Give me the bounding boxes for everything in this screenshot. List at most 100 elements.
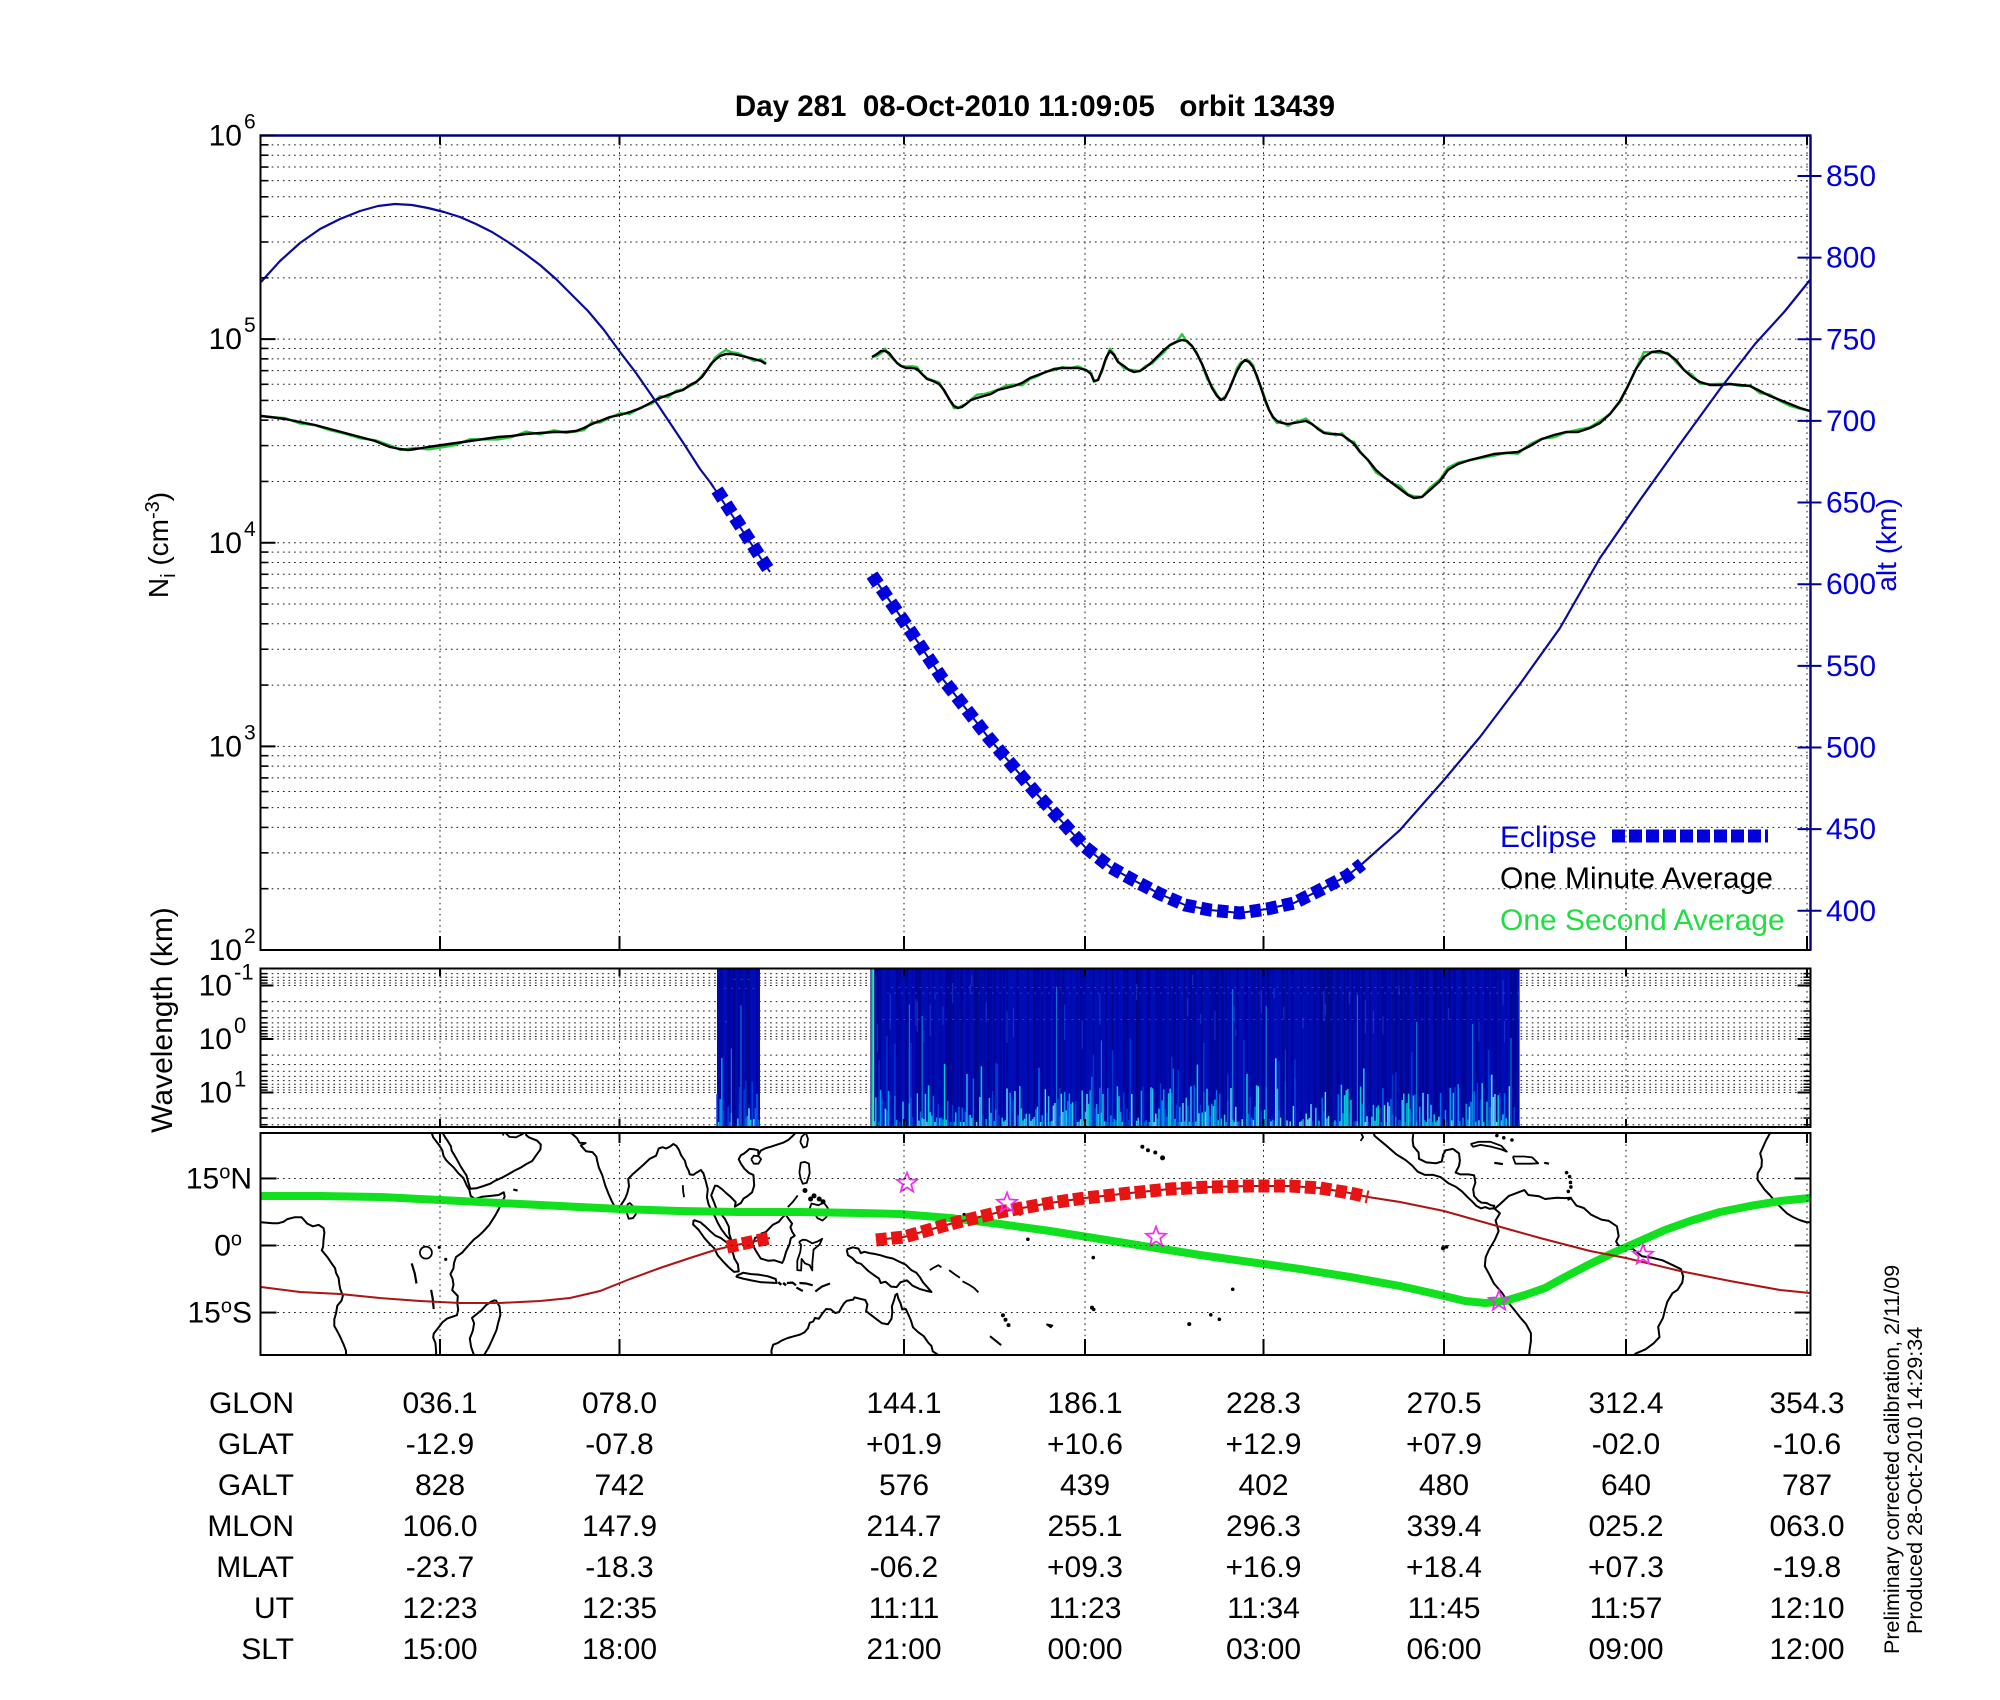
svg-text:UT: UT	[254, 1592, 294, 1625]
svg-text:550: 550	[1826, 650, 1876, 683]
svg-text:750: 750	[1826, 323, 1876, 356]
svg-text:354.3: 354.3	[1769, 1387, 1844, 1420]
svg-text:Eclipse: Eclipse	[1500, 821, 1597, 854]
svg-text:106.0: 106.0	[402, 1510, 477, 1543]
svg-text:228.3: 228.3	[1226, 1387, 1301, 1420]
svg-text:Day 281 08-Oct-2010 11:09:05: Day 281 08-Oct-2010 11:09:05 orbit 13439	[735, 90, 1335, 123]
svg-text:650: 650	[1826, 487, 1876, 520]
svg-text:15oN: 15oN	[186, 1161, 252, 1195]
svg-text:-19.8: -19.8	[1773, 1551, 1841, 1584]
svg-text:078.0: 078.0	[582, 1387, 657, 1420]
svg-text:10: 10	[209, 120, 242, 153]
svg-text:296.3: 296.3	[1226, 1510, 1301, 1543]
svg-text:GLAT: GLAT	[218, 1428, 294, 1461]
svg-text:Wavelength (km): Wavelength (km)	[146, 907, 179, 1133]
svg-text:+10.6: +10.6	[1047, 1428, 1123, 1461]
svg-text:400: 400	[1826, 895, 1876, 928]
svg-text:12:00: 12:00	[1769, 1633, 1844, 1666]
svg-text:186.1: 186.1	[1047, 1387, 1122, 1420]
svg-text:10: 10	[209, 730, 242, 763]
svg-text:10: 10	[199, 1023, 232, 1056]
svg-text:12:35: 12:35	[582, 1592, 657, 1625]
svg-text:11:57: 11:57	[1590, 1592, 1663, 1625]
svg-text:18:00: 18:00	[582, 1633, 657, 1666]
svg-text:+07.9: +07.9	[1406, 1428, 1482, 1461]
svg-text:03:00: 03:00	[1226, 1633, 1301, 1666]
svg-text:147.9: 147.9	[582, 1510, 657, 1543]
svg-text:Produced 28-Oct-2010 14:29:34: Produced 28-Oct-2010 14:29:34	[1903, 1327, 1927, 1634]
svg-text:One Minute Average: One Minute Average	[1500, 862, 1773, 895]
svg-text:2: 2	[244, 925, 256, 948]
svg-text:255.1: 255.1	[1047, 1510, 1122, 1543]
svg-text:+01.9: +01.9	[866, 1428, 942, 1461]
svg-text:214.7: 214.7	[866, 1510, 941, 1543]
svg-text:4: 4	[244, 518, 256, 541]
svg-text:600: 600	[1826, 568, 1876, 601]
svg-text:+16.9: +16.9	[1226, 1551, 1302, 1584]
svg-text:025.2: 025.2	[1588, 1510, 1663, 1543]
svg-text:742: 742	[594, 1469, 644, 1502]
svg-text:-07.8: -07.8	[585, 1428, 653, 1461]
svg-text:828: 828	[415, 1469, 465, 1502]
svg-text:12:23: 12:23	[402, 1592, 477, 1625]
svg-text:144.1: 144.1	[866, 1387, 941, 1420]
svg-text:+09.3: +09.3	[1047, 1551, 1123, 1584]
svg-text:500: 500	[1826, 731, 1876, 764]
svg-text:5: 5	[244, 314, 256, 337]
svg-text:+07.3: +07.3	[1588, 1551, 1664, 1584]
svg-text:-18.3: -18.3	[585, 1551, 653, 1584]
svg-text:10: 10	[199, 970, 232, 1003]
svg-text:312.4: 312.4	[1588, 1387, 1663, 1420]
svg-text:480: 480	[1419, 1469, 1469, 1502]
svg-text:One Second Average: One Second Average	[1500, 904, 1785, 937]
svg-text:270.5: 270.5	[1406, 1387, 1481, 1420]
svg-text:787: 787	[1782, 1469, 1832, 1502]
svg-text:-12.9: -12.9	[406, 1428, 474, 1461]
svg-text:800: 800	[1826, 242, 1876, 275]
svg-text:11:45: 11:45	[1408, 1592, 1481, 1625]
svg-text:SLT: SLT	[241, 1633, 294, 1666]
svg-text:15oS: 15oS	[187, 1296, 252, 1330]
svg-text:00:00: 00:00	[1047, 1633, 1122, 1666]
svg-text:850: 850	[1826, 160, 1876, 193]
svg-text:3: 3	[244, 721, 256, 744]
svg-text:700: 700	[1826, 405, 1876, 438]
svg-text:402: 402	[1238, 1469, 1288, 1502]
svg-text:GLON: GLON	[209, 1387, 294, 1420]
svg-text:06:00: 06:00	[1406, 1633, 1481, 1666]
svg-text:alt (km): alt (km)	[1871, 498, 1902, 591]
svg-text:450: 450	[1826, 813, 1876, 846]
svg-text:576: 576	[879, 1469, 929, 1502]
svg-text:GALT: GALT	[218, 1469, 294, 1502]
svg-text:6: 6	[244, 111, 256, 134]
svg-text:11:34: 11:34	[1227, 1592, 1300, 1625]
svg-text:11:11: 11:11	[869, 1592, 940, 1625]
svg-text:12:10: 12:10	[1769, 1592, 1844, 1625]
svg-text:036.1: 036.1	[402, 1387, 477, 1420]
svg-text:+18.4: +18.4	[1406, 1551, 1482, 1584]
svg-text:10: 10	[209, 934, 242, 967]
svg-text:640: 640	[1601, 1469, 1651, 1502]
svg-text:439: 439	[1060, 1469, 1110, 1502]
svg-text:1: 1	[234, 1067, 246, 1092]
svg-text:-10.6: -10.6	[1773, 1428, 1841, 1461]
svg-text:MLAT: MLAT	[216, 1551, 294, 1584]
svg-text:-23.7: -23.7	[406, 1551, 474, 1584]
svg-text:0o: 0o	[214, 1229, 242, 1263]
svg-text:10: 10	[209, 323, 242, 356]
svg-text:10: 10	[209, 527, 242, 560]
svg-text:-06.2: -06.2	[870, 1551, 938, 1584]
svg-text:-02.0: -02.0	[1592, 1428, 1660, 1461]
svg-text:15:00: 15:00	[402, 1633, 477, 1666]
svg-text:339.4: 339.4	[1406, 1510, 1481, 1543]
svg-text:-1: -1	[234, 960, 254, 985]
svg-text:10: 10	[199, 1077, 232, 1110]
svg-text:MLON: MLON	[207, 1510, 294, 1543]
svg-text:Preliminary corrected calibrat: Preliminary corrected calibration, 2/11/…	[1880, 1265, 1904, 1654]
svg-text:21:00: 21:00	[866, 1633, 941, 1666]
svg-text:Ni (cm-3): Ni (cm-3)	[142, 492, 180, 598]
svg-text:063.0: 063.0	[1769, 1510, 1844, 1543]
svg-text:11:23: 11:23	[1049, 1592, 1122, 1625]
svg-text:09:00: 09:00	[1588, 1633, 1663, 1666]
svg-text:0: 0	[234, 1013, 246, 1038]
